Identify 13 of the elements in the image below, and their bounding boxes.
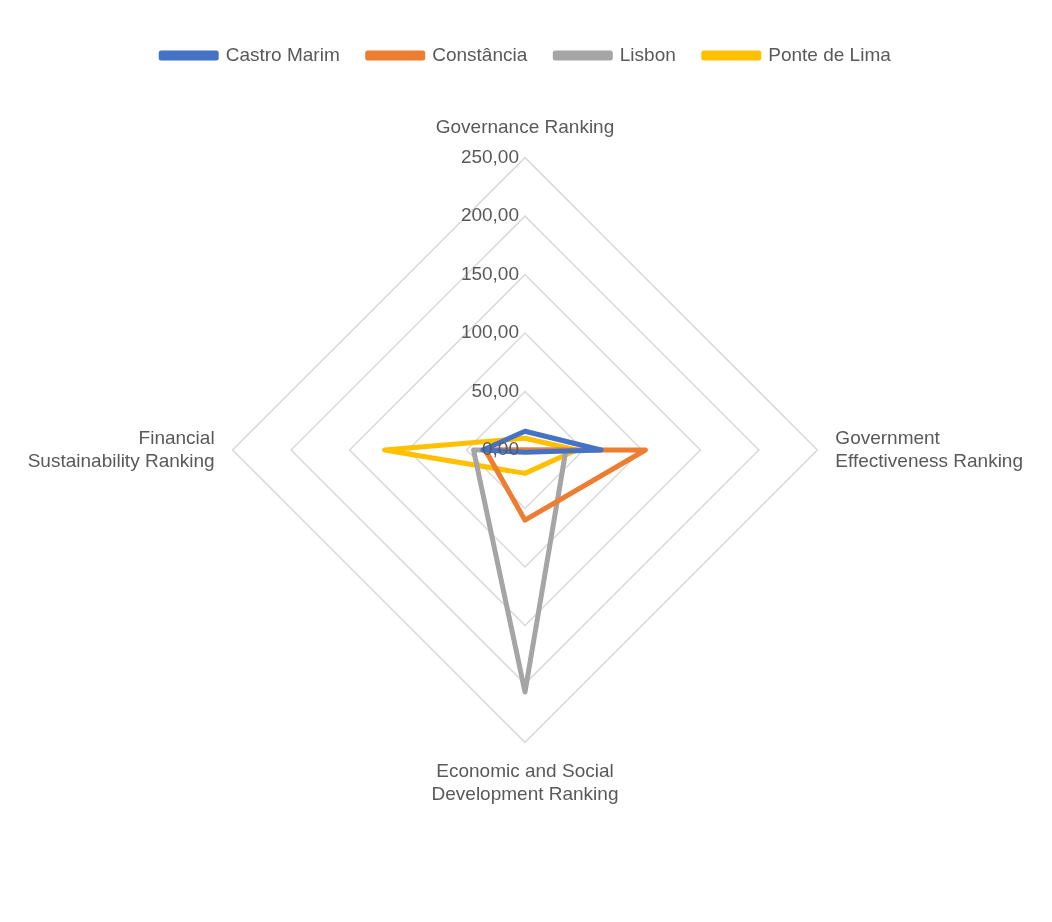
legend-label: Lisbon — [619, 43, 676, 65]
y-tick-label: 150,00 — [460, 262, 519, 284]
y-tick-label: 100,00 — [460, 321, 519, 343]
y-tick-label: 50,00 — [471, 379, 519, 401]
spoke-label: Financial Sustainability Ranking — [27, 426, 215, 471]
y-tick-label: 250,00 — [460, 145, 519, 167]
legend-label: Ponte de Lima — [768, 43, 892, 65]
legend-label: Castro Marim — [225, 43, 340, 65]
spoke-label: Economic and Social Development Ranking — [431, 759, 619, 804]
legend-label: Constância — [432, 43, 528, 65]
y-tick-label: 200,00 — [460, 204, 519, 226]
spoke-label: Governance Ranking — [435, 116, 615, 138]
spoke-label: Government Effectiveness Ranking — [835, 426, 1024, 471]
